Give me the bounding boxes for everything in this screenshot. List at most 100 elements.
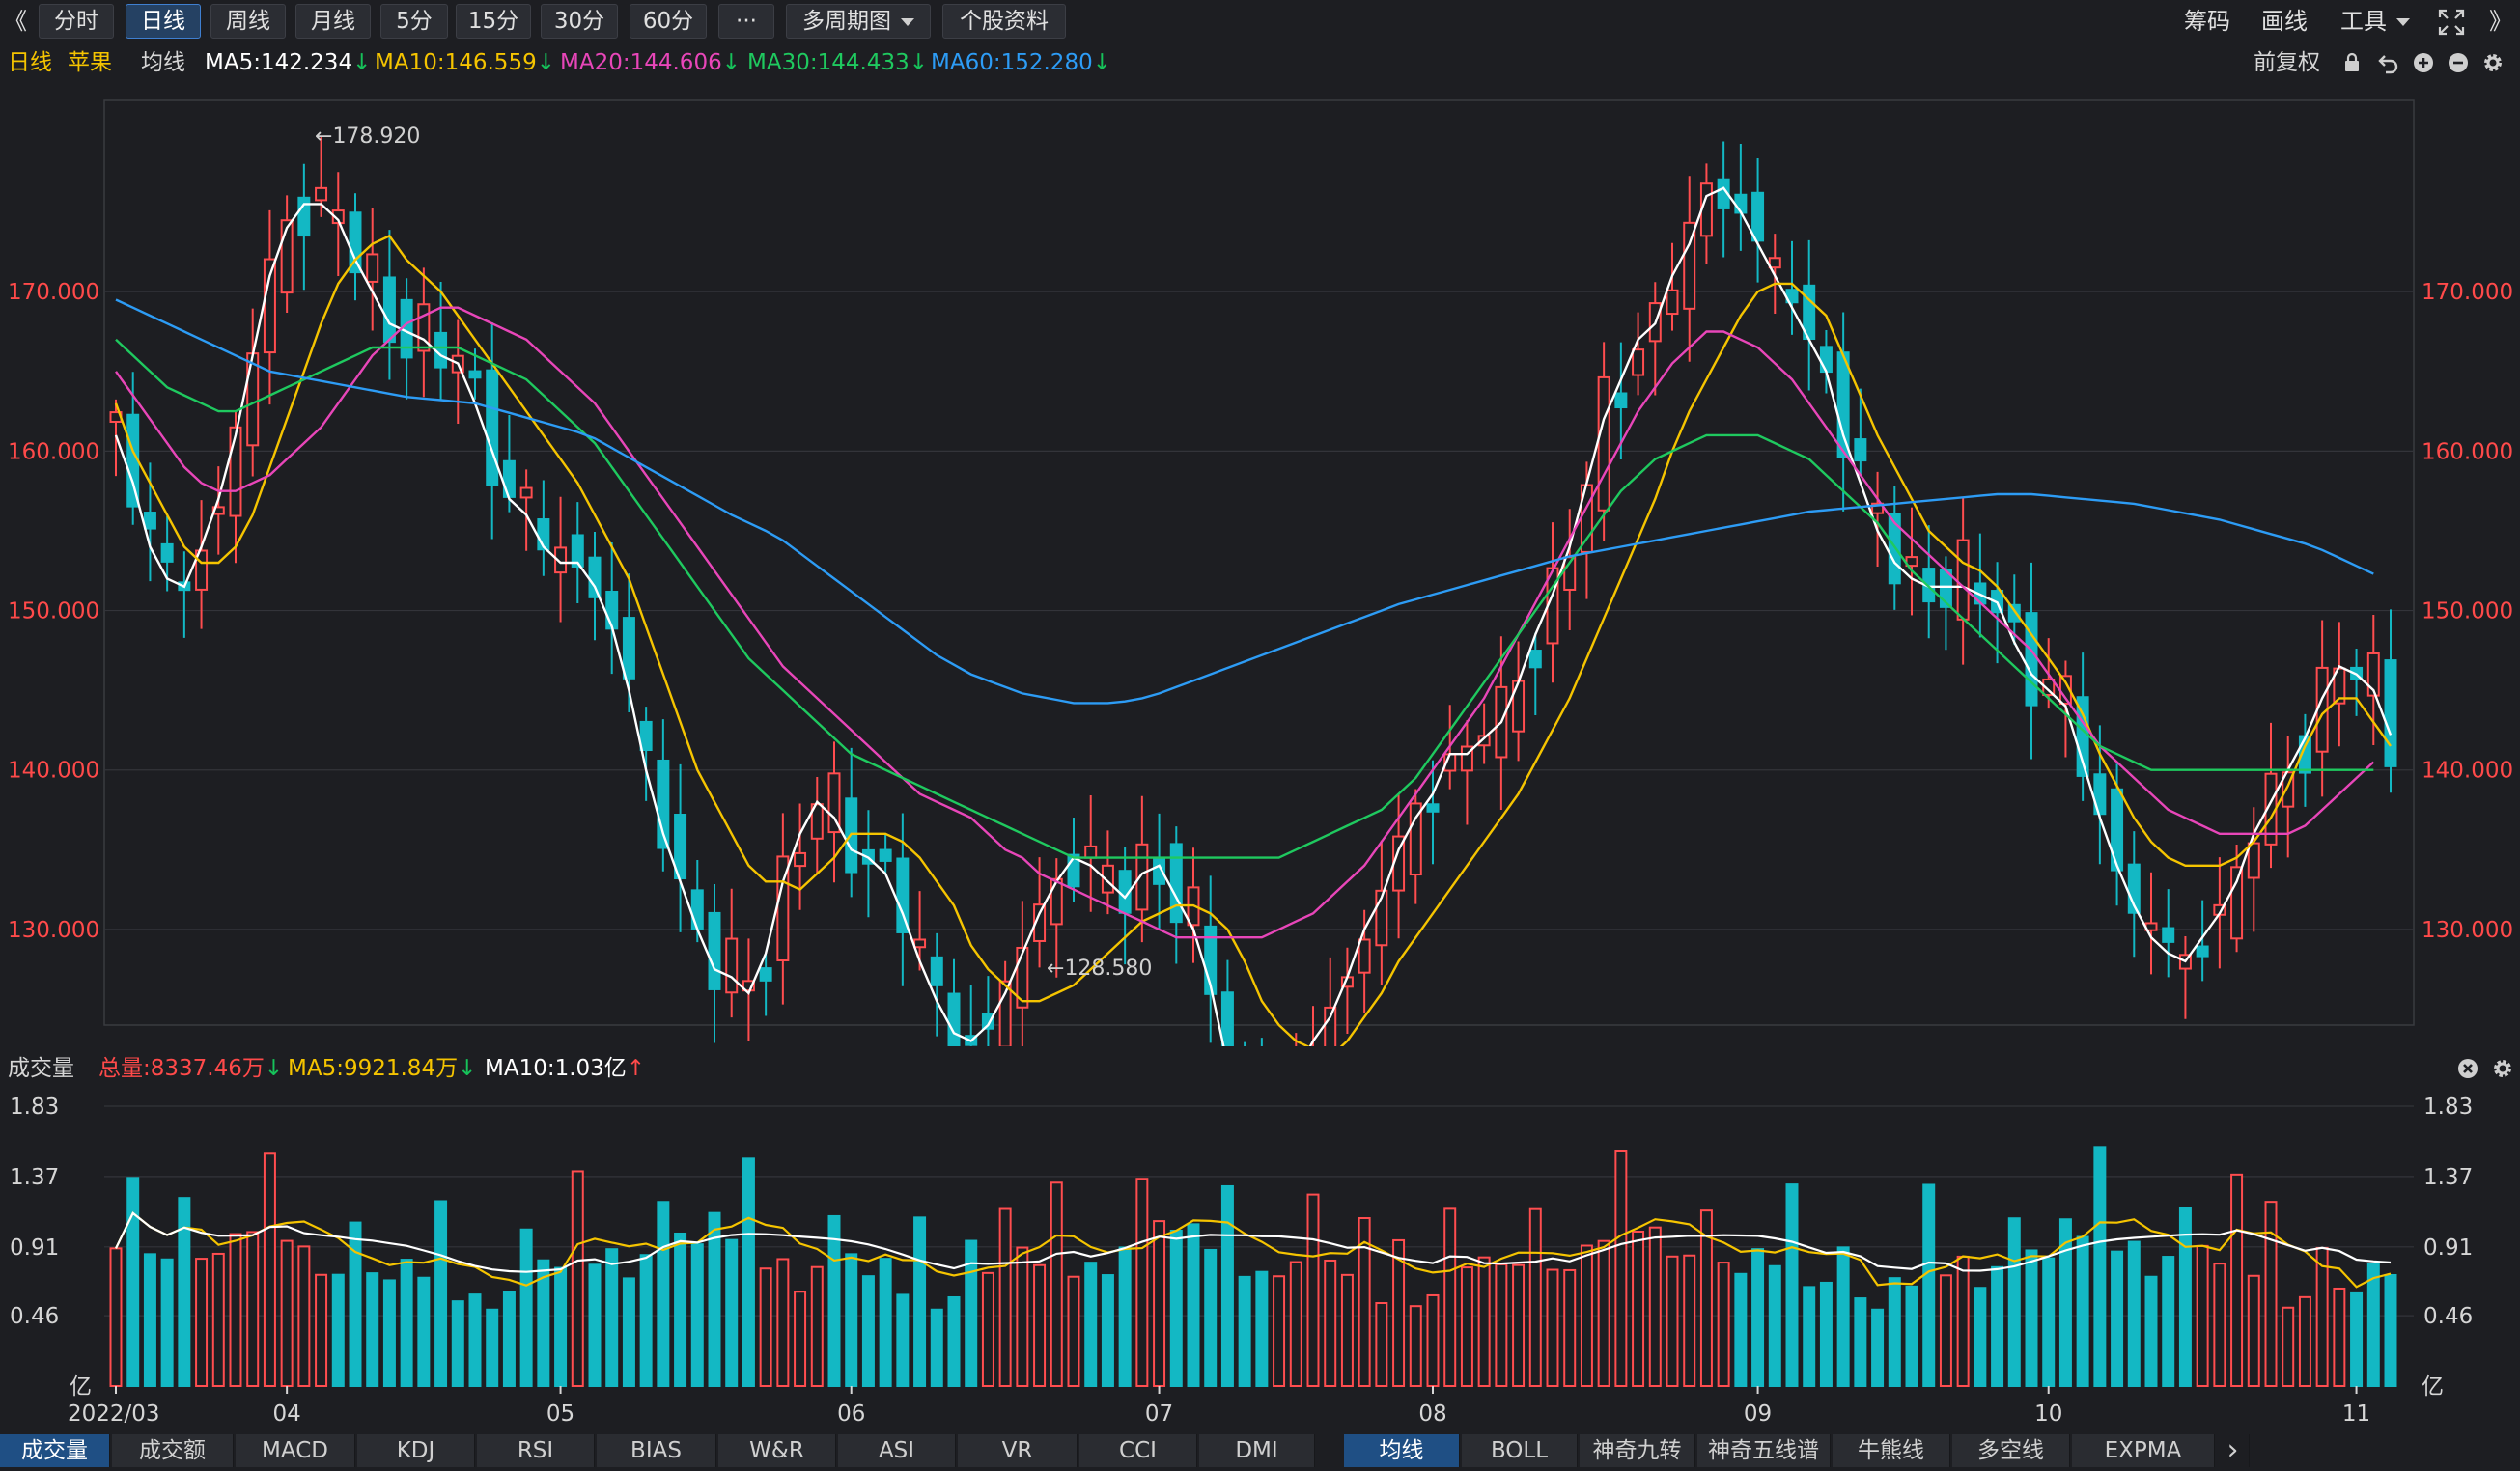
- tab-turnover[interactable]: 成交额: [112, 1434, 234, 1467]
- svg-text:←178.920: ←178.920: [315, 125, 420, 149]
- volume-bar: [366, 1272, 379, 1388]
- volume-bar: [331, 1273, 345, 1388]
- date-tick-label: 04: [273, 1402, 301, 1427]
- tab-volume[interactable]: 成交量: [0, 1434, 110, 1467]
- volume-bar: [2058, 1218, 2072, 1387]
- volume-bar: [109, 1247, 123, 1387]
- date-tick-label: 10: [2034, 1402, 2062, 1427]
- tools-dropdown[interactable]: 工具: [2340, 4, 2410, 39]
- tab-macd[interactable]: MACD: [236, 1434, 355, 1467]
- stock-name[interactable]: 苹果: [68, 50, 112, 75]
- y-tick-label-right: 140.000: [2422, 759, 2513, 784]
- tab-magic-nine[interactable]: 神奇九转: [1580, 1434, 1695, 1467]
- candle-body: [2025, 612, 2038, 707]
- volume-bar: [1375, 1302, 1388, 1387]
- volume-bar: [810, 1265, 824, 1387]
- tab-bias[interactable]: BIAS: [597, 1434, 716, 1467]
- volume-bar: [2264, 1201, 2278, 1387]
- volume-chart[interactable]: 1.83 1.83 1.37 1.37 0.91 0.91 0.46 0.46 亿 亿 2022/…: [0, 1085, 2520, 1429]
- more-periods-button[interactable]: ···: [718, 4, 774, 39]
- tab-period-5min[interactable]: 5分: [380, 4, 448, 39]
- adjust-mode[interactable]: 前复权: [2254, 50, 2320, 75]
- volume-bar: [1101, 1274, 1114, 1387]
- tab-vr[interactable]: VR: [958, 1434, 1078, 1467]
- zoom-out-icon[interactable]: [2447, 51, 2470, 74]
- volume-bar: [1683, 1254, 1696, 1387]
- volume-bar: [1803, 1286, 1816, 1388]
- moving-average-lines: [114, 186, 2393, 1046]
- ma-line-ma20: [115, 306, 2375, 939]
- volume-bar: [1648, 1226, 1662, 1387]
- tab-period-60min[interactable]: 60分: [630, 4, 707, 39]
- volume-bar: [2247, 1274, 2260, 1388]
- volume-settings-gear-icon[interactable]: [2491, 1057, 2514, 1080]
- volume-bar: [126, 1177, 140, 1387]
- volume-bar: [1632, 1230, 1645, 1387]
- tab-kdj[interactable]: KDJ: [357, 1434, 475, 1467]
- tab-rsi[interactable]: RSI: [477, 1434, 595, 1467]
- tab-period-15min[interactable]: 15分: [456, 4, 531, 39]
- candle-body: [2230, 866, 2244, 940]
- tab-period-daily[interactable]: 日线: [126, 4, 201, 39]
- y-tick-label-left: 150.000: [8, 599, 99, 624]
- tab-boll[interactable]: BOLL: [1462, 1434, 1578, 1467]
- undo-icon[interactable]: [2377, 51, 2400, 74]
- candlestick-chart[interactable]: 170.000 170.000 160.000 160.000 150.000 150.0…: [0, 81, 2520, 1046]
- close-panel-icon[interactable]: [2456, 1057, 2479, 1080]
- volume-bar: [1084, 1262, 1098, 1387]
- candle-body: [725, 937, 739, 994]
- tab-period-fenshi[interactable]: 分时: [39, 4, 114, 39]
- candle-body: [143, 512, 156, 530]
- tab-wr[interactable]: W&R: [718, 1434, 836, 1467]
- candle-body: [1220, 991, 1234, 1046]
- chips-button[interactable]: 筹码: [2184, 8, 2230, 35]
- volume-bar: [417, 1276, 431, 1387]
- volume-bar: [1135, 1178, 1149, 1387]
- tab-long-short-line[interactable]: 多空线: [1952, 1434, 2070, 1467]
- candle-body: [1528, 650, 1542, 669]
- draw-line-button[interactable]: 画线: [2261, 8, 2308, 35]
- candle-body: [1016, 946, 1029, 1009]
- lock-icon[interactable]: [2340, 51, 2364, 74]
- candle-body: [896, 857, 910, 933]
- candle-body: [639, 720, 653, 752]
- collapse-right-icon[interactable]: 》: [2489, 8, 2512, 35]
- tab-dmi[interactable]: DMI: [1199, 1434, 1315, 1467]
- tab-period-30min[interactable]: 30分: [541, 4, 618, 39]
- volume-label[interactable]: 成交量: [8, 1056, 74, 1081]
- tab-magic-five-lines[interactable]: 神奇五线谱: [1697, 1434, 1831, 1467]
- candle-body: [1819, 346, 1833, 374]
- volume-legend-bar: 成交量 总量:8337.46万↓ MA5:9921.84万↓ MA10:1.03…: [0, 1052, 2520, 1085]
- tab-period-weekly[interactable]: 周线: [210, 4, 286, 39]
- multi-period-label: 多周期图: [802, 9, 891, 34]
- candle-body: [468, 370, 482, 379]
- stock-info-button[interactable]: 个股资料: [942, 4, 1066, 39]
- volume-bar: [622, 1277, 635, 1387]
- volume-bar: [1033, 1263, 1047, 1387]
- ma-label[interactable]: 均线: [141, 50, 185, 75]
- tab-expma[interactable]: EXPMA: [2072, 1434, 2215, 1467]
- candle-body: [2384, 659, 2397, 767]
- settings-gear-icon[interactable]: [2481, 51, 2505, 74]
- candle-body: [827, 772, 841, 834]
- volume-bar: [1768, 1264, 1781, 1387]
- volume-bar: [690, 1243, 704, 1387]
- tab-cci[interactable]: CCI: [1079, 1434, 1197, 1467]
- volume-bar: [2025, 1249, 2038, 1387]
- volume-tick-label-right: 1.83: [2423, 1095, 2473, 1120]
- fullscreen-icon[interactable]: [2437, 8, 2466, 37]
- tab-bull-bear-line[interactable]: 牛熊线: [1833, 1434, 1950, 1467]
- zoom-in-icon[interactable]: [2412, 51, 2435, 74]
- volume-bar: [382, 1279, 396, 1388]
- tab-asi[interactable]: ASI: [838, 1434, 956, 1467]
- tabs-scroll-right-icon[interactable]: ›: [2217, 1434, 2250, 1467]
- multi-period-dropdown[interactable]: 多周期图: [786, 4, 931, 39]
- volume-bar: [827, 1214, 841, 1387]
- price-axis-labels: 170.000 170.000 160.000 160.000 150.000 150.0…: [8, 280, 2513, 943]
- collapse-left-icon[interactable]: 《: [4, 8, 27, 35]
- volume-bar: [2093, 1146, 2107, 1387]
- volume-bar: [1563, 1268, 1577, 1388]
- tab-period-monthly[interactable]: 月线: [295, 4, 371, 39]
- tab-ma-overlay[interactable]: 均线: [1344, 1434, 1460, 1467]
- volume-bar: [451, 1300, 464, 1388]
